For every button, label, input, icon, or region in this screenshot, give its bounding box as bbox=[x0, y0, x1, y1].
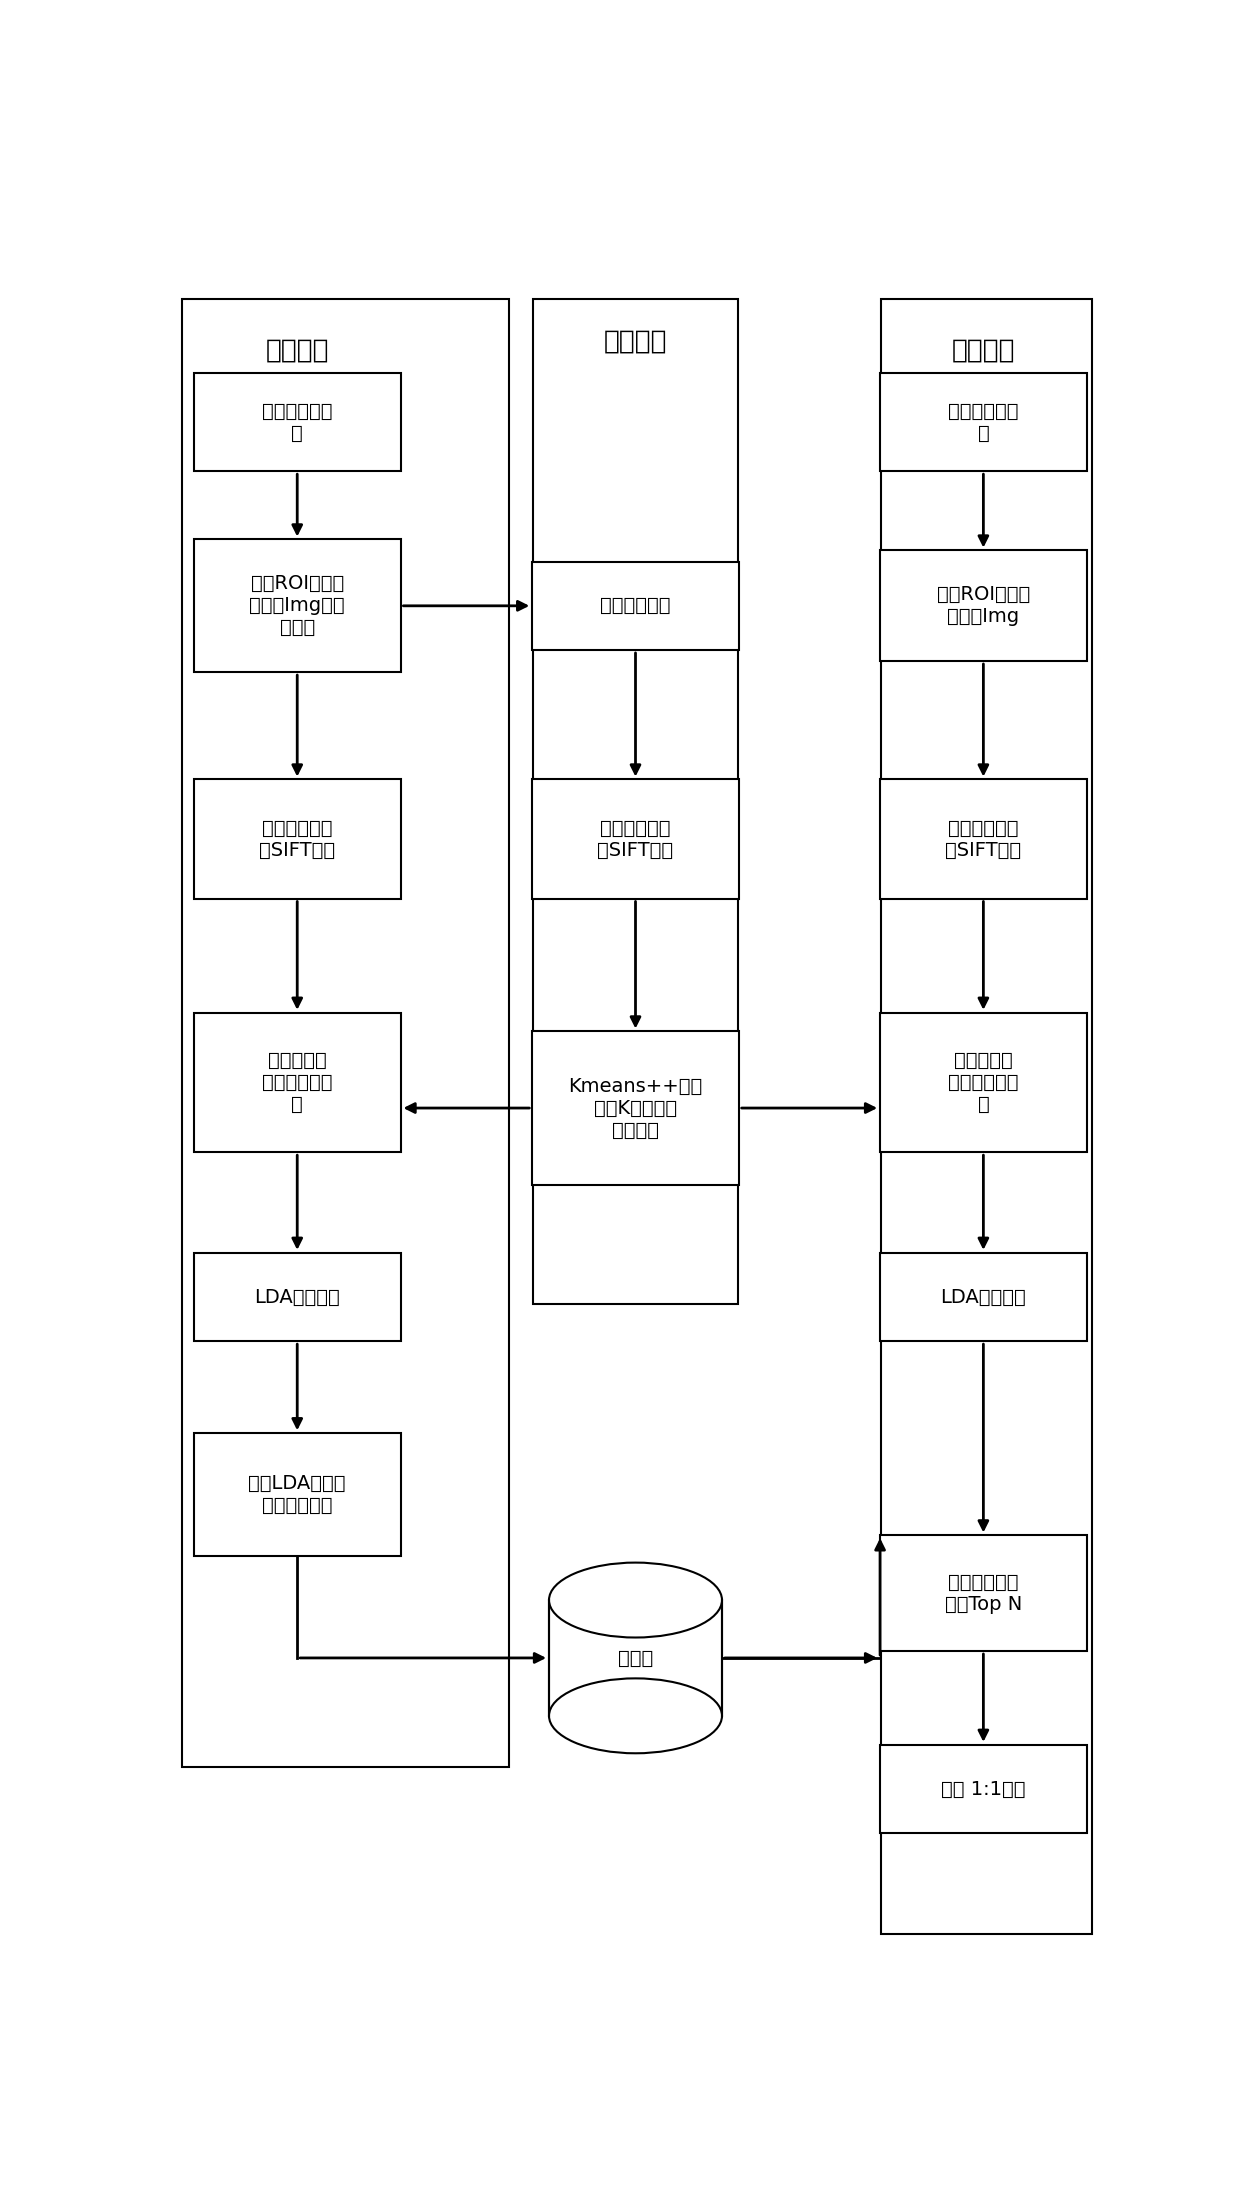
FancyBboxPatch shape bbox=[880, 780, 1086, 898]
FancyBboxPatch shape bbox=[880, 1534, 1086, 1652]
Text: 采集指静脉图
像: 采集指静脉图 像 bbox=[262, 402, 332, 442]
Text: 注册流程: 注册流程 bbox=[265, 338, 329, 363]
Text: 采集指静脉图
像: 采集指静脉图 像 bbox=[949, 402, 1018, 442]
Text: 保存LDA权重矩
阵和各类中心: 保存LDA权重矩 阵和各类中心 bbox=[248, 1475, 346, 1515]
Text: LDA特征降维: LDA特征降维 bbox=[254, 1287, 340, 1307]
FancyBboxPatch shape bbox=[532, 1030, 739, 1185]
Text: 特征块分类
图像块特征编
码: 特征块分类 图像块特征编 码 bbox=[949, 1050, 1018, 1114]
Text: 逐一 1:1验证: 逐一 1:1验证 bbox=[941, 1780, 1025, 1798]
FancyBboxPatch shape bbox=[193, 1254, 401, 1342]
Text: 数据库: 数据库 bbox=[618, 1649, 653, 1667]
Text: 图像分块、提
取SIFT特征: 图像分块、提 取SIFT特征 bbox=[259, 818, 335, 860]
FancyBboxPatch shape bbox=[880, 1013, 1086, 1152]
Bar bbox=[549, 1601, 722, 1716]
FancyBboxPatch shape bbox=[193, 374, 401, 471]
FancyBboxPatch shape bbox=[193, 539, 401, 672]
FancyBboxPatch shape bbox=[880, 551, 1086, 661]
Text: 获取ROI、图像
归一化Img: 获取ROI、图像 归一化Img bbox=[936, 586, 1030, 626]
FancyBboxPatch shape bbox=[193, 1013, 401, 1152]
Text: 验证流程: 验证流程 bbox=[951, 338, 1016, 363]
Text: Kmeans++聚类
保存K类特征块
的类中心: Kmeans++聚类 保存K类特征块 的类中心 bbox=[568, 1077, 703, 1139]
Text: 图像分块、提
取SIFT特征: 图像分块、提 取SIFT特征 bbox=[598, 818, 673, 860]
Ellipse shape bbox=[549, 1563, 722, 1638]
FancyBboxPatch shape bbox=[532, 780, 739, 898]
Text: 指静脉图像库: 指静脉图像库 bbox=[600, 597, 671, 615]
Text: 图像分块、提
取SIFT特征: 图像分块、提 取SIFT特征 bbox=[945, 818, 1022, 860]
FancyBboxPatch shape bbox=[880, 1254, 1086, 1342]
Text: 训练流程: 训练流程 bbox=[604, 329, 667, 356]
Text: 获取ROI、图像
归一化Img、图
像增强: 获取ROI、图像 归一化Img、图 像增强 bbox=[249, 575, 345, 637]
FancyBboxPatch shape bbox=[880, 1744, 1086, 1833]
FancyBboxPatch shape bbox=[880, 374, 1086, 471]
FancyBboxPatch shape bbox=[193, 1433, 401, 1557]
Text: LDA特征降维: LDA特征降维 bbox=[940, 1287, 1027, 1307]
Ellipse shape bbox=[549, 1678, 722, 1753]
Text: 计算各类距离
选取Top N: 计算各类距离 选取Top N bbox=[945, 1572, 1022, 1614]
FancyBboxPatch shape bbox=[193, 780, 401, 898]
Text: 特征块分类
图像块特征编
码: 特征块分类 图像块特征编 码 bbox=[262, 1050, 332, 1114]
FancyBboxPatch shape bbox=[532, 562, 739, 650]
